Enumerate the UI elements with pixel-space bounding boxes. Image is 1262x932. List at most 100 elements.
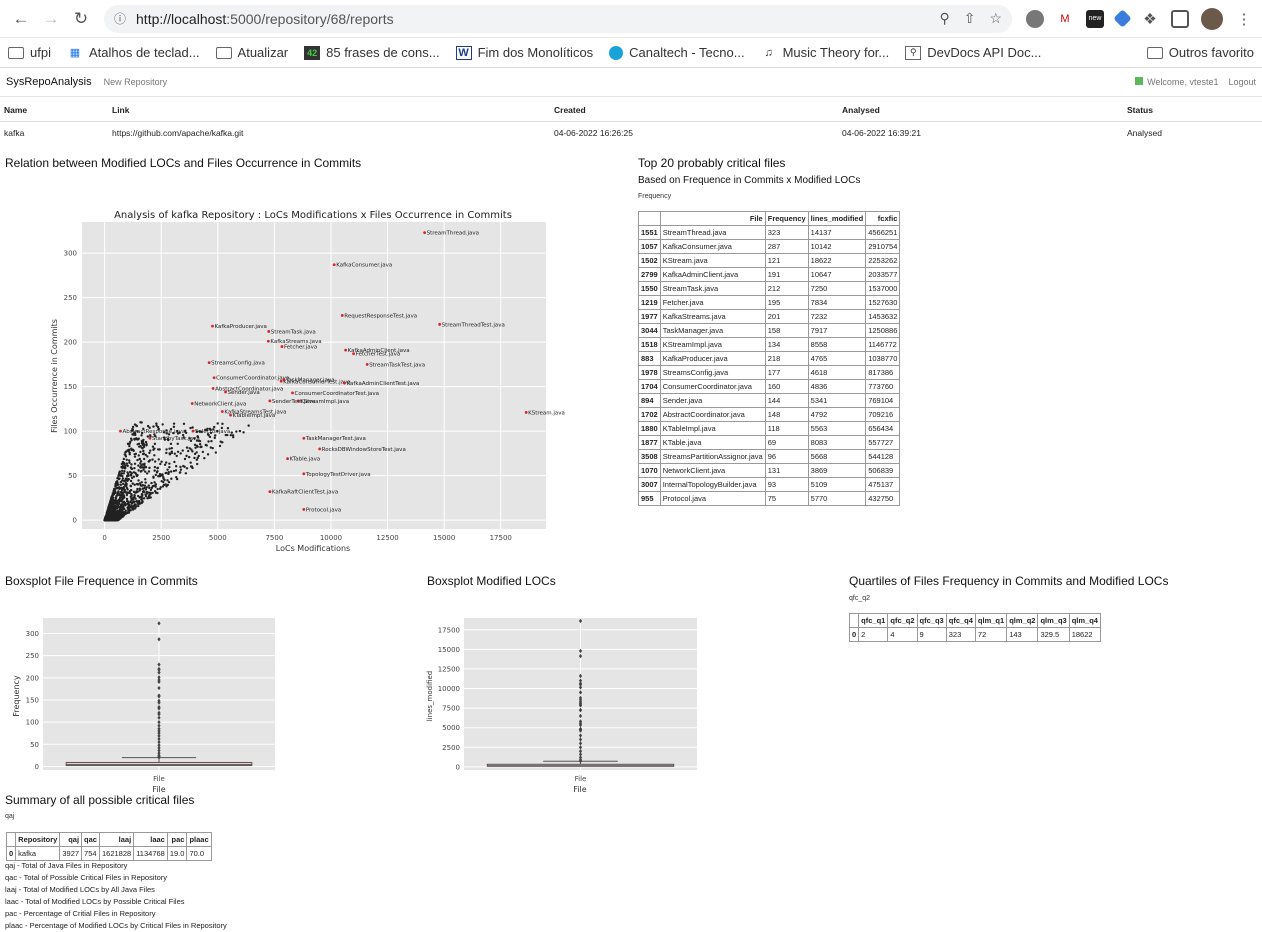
extension-sync-icon[interactable] [1026,9,1044,28]
scatter-point [139,502,142,505]
bookmark-6[interactable]: ♫ Music Theory for... [761,45,889,60]
scatter-point [123,479,127,482]
scatter-point [197,439,201,443]
zoom-icon[interactable]: ⚲ [939,10,950,26]
table-cell: 769104 [865,393,901,408]
table-row: 1070 NetworkClient.java 131 3869 506839 [638,463,901,478]
scatter-point [129,473,133,477]
scatter-point [117,483,120,486]
scatter-point [212,425,216,429]
scatter-point [133,431,136,434]
url-host: http://localhost [136,10,227,27]
legend-line: qaj - Total of Java Files in Repository [5,861,128,870]
scatter-point [168,452,171,455]
menu-kebab-icon[interactable]: ⋮ [1235,9,1253,28]
reload-icon[interactable]: ↻ [73,8,89,28]
table-cell: 4618 [807,365,867,380]
scatter-point [266,339,270,343]
scatter-point [184,429,187,433]
column-header: qaj [59,832,83,847]
repo-link[interactable]: https://github.com/apache/kafka.git [112,128,244,139]
scatter-point [143,470,147,473]
bookmark-1[interactable]: ▦ Atalhos de teclad... [67,45,200,60]
table-cell: Fetcher.java [659,295,766,310]
bookmark-0[interactable]: ufpi [8,45,51,60]
point-label: TaskManager.java [285,378,335,384]
scatter-point [133,423,137,426]
scatter-point [172,422,176,425]
outlier-point [578,673,583,679]
scatter-point [131,496,135,499]
new-repository-link[interactable]: New Repository [103,77,168,87]
scatter-point [224,433,227,437]
scatter-point [268,399,272,403]
profile-avatar-icon[interactable] [1201,7,1223,30]
bookmark-7[interactable]: ⚲ DevDocs API Doc... [905,45,1041,60]
extension-cap-icon[interactable] [1113,9,1132,28]
scatter-point [165,429,168,432]
scatter-point [143,484,147,487]
browser-toolbar: ← → ↻ ⓘ http://localhost:5000/repository… [0,0,1262,38]
bookmark-5[interactable]: Canaltech - Tecno... [609,45,745,60]
row-index: 0 [5,846,17,861]
scatter-point [176,429,179,433]
table-row: 0 kafka 3927 754 1621828 1134768 19.0 70.0 [5,846,212,861]
scatter-point [139,484,142,487]
y-tick-label: 150 [26,696,39,704]
scatter-point [138,487,142,490]
brand-link[interactable]: SysRepoAnalysis [6,76,92,88]
scatter-point [122,514,125,517]
extensions-puzzle-icon[interactable]: ❖ [1141,9,1159,28]
table-cell: 2253262 [865,253,901,268]
bookmark-4[interactable]: W Fim dos Monolíticos [455,45,593,60]
table-cell: 160 [764,379,809,394]
scatter-point [139,462,142,465]
scatter-point [119,480,123,484]
logout-link[interactable]: Logout [1228,77,1256,87]
scatter-point [126,464,129,468]
share-icon[interactable]: ⇧ [963,10,976,26]
scatter-point [209,428,212,432]
point-label: StreamsConfig.java [211,361,265,367]
back-icon[interactable]: ← [12,8,30,28]
extension-new-icon[interactable]: new [1086,9,1104,28]
row-index: 3007 [638,477,661,492]
info-icon[interactable]: ⓘ [114,12,127,26]
bookmark-2[interactable]: Atualizar [215,45,289,60]
other-bookmarks[interactable]: Outros favorito [1146,45,1254,60]
bookmark-label: Atualizar [237,45,289,60]
scatter-point [352,352,356,356]
box2-xlabel: File [573,785,586,794]
table-cell: 4566251 [865,225,901,240]
bookmark-3[interactable]: 42 85 frases de cons... [304,45,440,60]
point-label: StreamThread.java [427,231,479,237]
side-panel-icon[interactable] [1171,9,1189,28]
scatter-point [135,474,138,478]
scatter-point [118,496,122,499]
table-cell: 5341 [807,393,867,408]
forward-icon[interactable]: → [42,8,60,28]
scatter-point [145,486,148,489]
scatter-point [201,450,205,454]
scatter-point [107,518,110,522]
table-cell: 131 [764,463,809,478]
scatter-point [190,448,193,451]
table-row: 1057 KafkaConsumer.java 287 10142 2910754 [638,239,901,254]
scatter-point [195,430,199,433]
scatter-point [128,459,131,462]
scatter-point [151,491,154,495]
extension-m-icon[interactable]: M [1056,9,1074,28]
scatter-point [131,482,134,485]
repo-analysed: 04-06-2022 16:39:21 [842,128,921,139]
scatter-point [166,479,169,482]
scatter-point [119,429,122,433]
address-bar[interactable]: ⓘ http://localhost:5000/repository/68/re… [104,4,1012,33]
scatter-point [209,446,213,449]
outlier-point [157,711,161,717]
scatter-point [105,517,108,520]
scatter-point [113,491,117,494]
scatter-point [167,438,170,442]
point-label: AbstractResponse.java [122,429,185,435]
scatter-point [181,449,184,452]
bookmark-star-icon[interactable]: ☆ [989,10,1002,26]
